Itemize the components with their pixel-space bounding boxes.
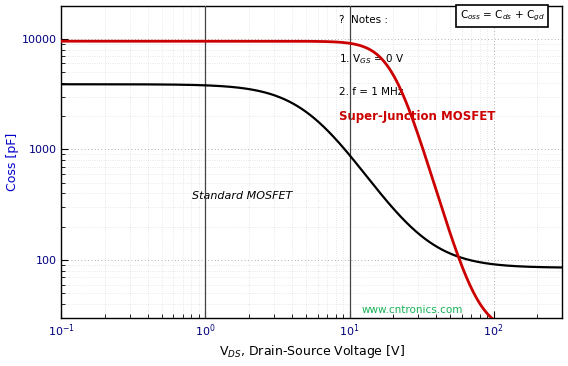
Text: C$_{oss}$ = C$_{ds}$ + C$_{gd}$: C$_{oss}$ = C$_{ds}$ + C$_{gd}$ — [460, 9, 545, 23]
X-axis label: V$_{DS}$, Drain-Source Voltage [V]: V$_{DS}$, Drain-Source Voltage [V] — [219, 343, 405, 361]
Text: 2. f = 1 MHz: 2. f = 1 MHz — [340, 87, 404, 97]
Text: ?  Notes :: ? Notes : — [340, 15, 389, 25]
Text: Standard MOSFET: Standard MOSFET — [191, 191, 292, 201]
Text: www.cntronics.com: www.cntronics.com — [362, 305, 463, 315]
Text: Super-Junction MOSFET: Super-Junction MOSFET — [340, 109, 496, 123]
Y-axis label: Coss [pF]: Coss [pF] — [6, 132, 19, 191]
Text: 1. V$_{GS}$ = 0 V: 1. V$_{GS}$ = 0 V — [340, 52, 404, 66]
